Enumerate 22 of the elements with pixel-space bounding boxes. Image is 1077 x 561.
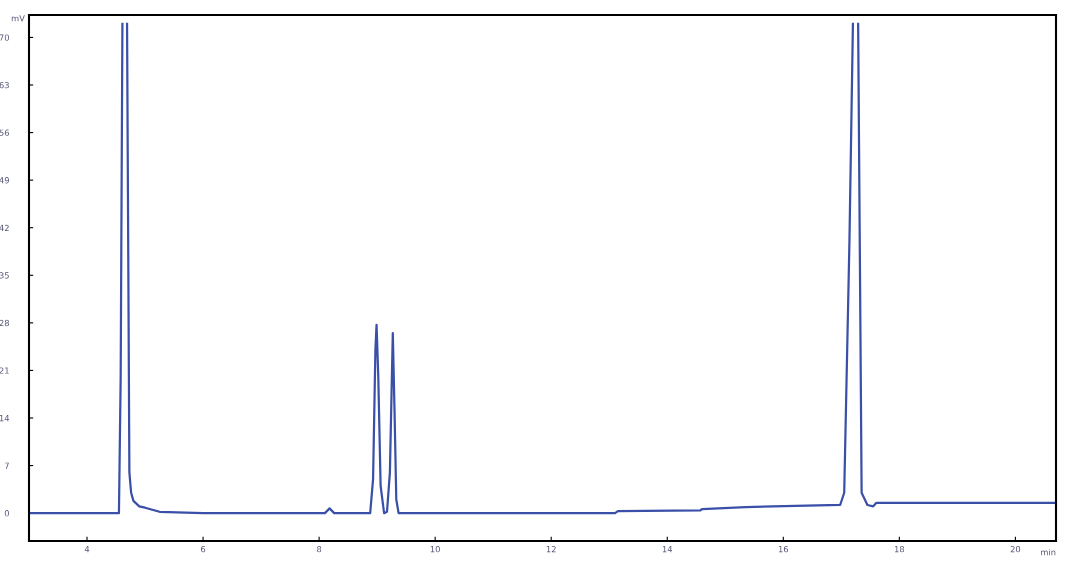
- y-tick-label: 28: [0, 319, 9, 327]
- x-tick-label: 14: [662, 546, 673, 553]
- x-tick-label: 10: [430, 546, 440, 553]
- y-tick-label: 63: [0, 81, 9, 89]
- y-tick-label: 14: [0, 415, 10, 422]
- y-tick-label: 0: [4, 510, 9, 517]
- x-tick-label: 4: [84, 546, 90, 553]
- y-tick-label: 21: [0, 367, 9, 374]
- y-tick-label: 56: [0, 129, 10, 136]
- y-tick-label: 70: [0, 34, 9, 41]
- x-tick-label: 12: [546, 546, 556, 553]
- x-tick-label: 6: [201, 546, 206, 553]
- x-axis-title: min: [1041, 548, 1056, 556]
- y-tick-label: 49: [0, 177, 9, 184]
- y-tick-label: 7: [4, 462, 9, 469]
- x-tick-label: 20: [1010, 546, 1021, 553]
- y-tick-label: 35: [0, 272, 9, 279]
- y-axis-title: mV: [11, 15, 25, 22]
- x-tick-label: 18: [894, 546, 905, 553]
- x-tick-label: 16: [778, 546, 789, 553]
- y-tick-label: 42: [0, 224, 9, 231]
- x-tick-label: 8: [317, 546, 322, 553]
